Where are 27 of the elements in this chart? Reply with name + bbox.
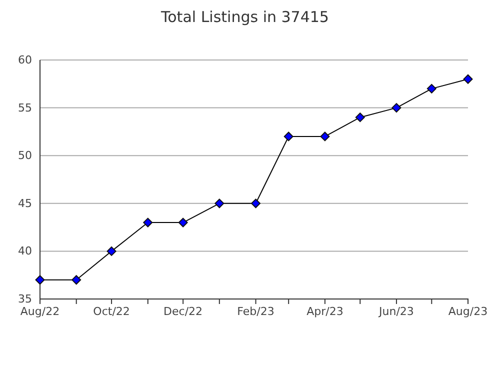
- y-tick-label: 55: [18, 101, 32, 114]
- x-tick-label: Apr/23: [306, 304, 344, 318]
- x-tick-label: Aug/22: [20, 304, 60, 318]
- x-tick-label: Oct/22: [93, 304, 130, 318]
- point: [426, 84, 436, 94]
- point: [178, 218, 188, 228]
- y-tick-label: 50: [18, 149, 32, 162]
- point: [35, 275, 45, 285]
- chart-title: Total Listings in 37415: [160, 8, 329, 26]
- point: [463, 74, 473, 84]
- y-tick-label: 35: [18, 292, 32, 306]
- x-tick-label: Jun/23: [378, 304, 414, 318]
- x-tick-label: Feb/23: [237, 304, 274, 318]
- point: [284, 132, 294, 142]
- point: [143, 218, 153, 228]
- y-tick-label: 45: [18, 196, 32, 210]
- y-tick-label: 40: [18, 244, 32, 258]
- y-tick-label: 60: [18, 54, 32, 67]
- point: [320, 132, 330, 142]
- point: [106, 246, 116, 256]
- point: [251, 198, 260, 208]
- point: [214, 198, 224, 208]
- point: [72, 275, 82, 285]
- point: [355, 112, 365, 122]
- x-tick-label: Aug/23: [448, 304, 488, 318]
- point: [392, 103, 402, 113]
- x-tick-label: Dec/22: [164, 304, 203, 318]
